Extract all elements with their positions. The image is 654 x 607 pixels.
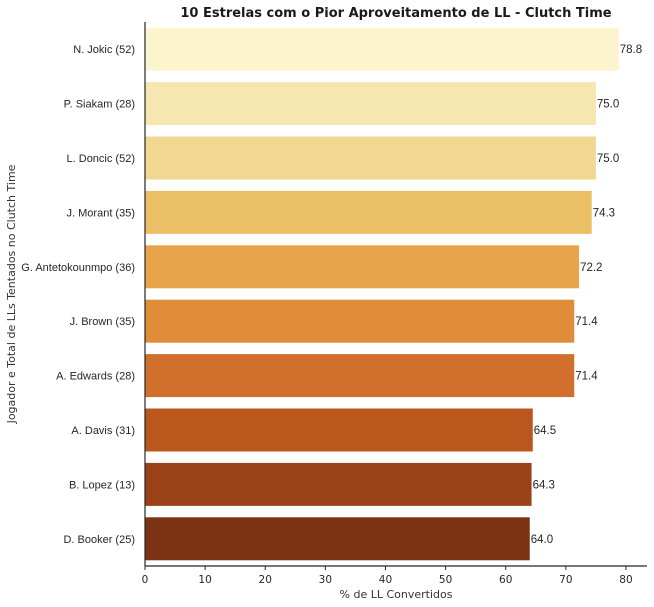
bar-7 (145, 408, 533, 452)
value-label-7: 64.5 (534, 425, 556, 437)
x-tick-label-3: 30 (319, 574, 332, 586)
y-tick-labels-group: N. Jokic (52) P. Siakam (28) L. Doncic (52… (21, 44, 135, 546)
value-label-0: 78.8 (620, 44, 642, 56)
x-tick-label-2: 20 (259, 574, 272, 586)
x-tick-label-1: 10 (198, 574, 211, 586)
x-tick-label-7: 70 (559, 574, 572, 586)
y-tick-label-9: D. Booker (25) (63, 534, 135, 546)
value-label-2: 75.0 (597, 153, 619, 165)
x-tick-label-4: 40 (379, 574, 392, 586)
y-tick-label-2: L. Doncic (52) (67, 153, 135, 165)
y-tick-label-3: J. Morant (35) (67, 207, 135, 219)
x-axis-label: % de LL Convertidos (340, 588, 453, 601)
x-tick-label-6: 60 (499, 574, 512, 586)
bars-group (145, 27, 619, 561)
bar-5 (145, 299, 575, 343)
y-tick-label-8: B. Lopez (13) (69, 479, 135, 491)
value-label-6: 71.4 (575, 371, 598, 383)
value-label-5: 71.4 (575, 316, 598, 328)
bar-3 (145, 190, 592, 234)
value-label-4: 72.2 (580, 262, 602, 274)
value-label-9: 64.0 (531, 534, 553, 546)
x-tick-label-0: 0 (142, 574, 149, 586)
bar-6 (145, 354, 575, 398)
value-label-8: 64.3 (533, 479, 555, 491)
value-label-1: 75.0 (597, 99, 619, 111)
y-axis-label: Jogador e Total de LLs Tentados no Clutc… (5, 164, 18, 424)
y-tick-label-4: G. Antetokounmpo (36) (21, 262, 135, 274)
value-labels-group: 78.8 75.0 75.0 74.3 72.2 71.4 71.4 64.5 64.3 64.0 (531, 44, 642, 546)
bar-9 (145, 517, 530, 561)
x-tick-label-8: 80 (619, 574, 632, 586)
y-tick-label-0: N. Jokic (52) (73, 44, 135, 56)
value-label-3: 74.3 (593, 207, 615, 219)
bar-0 (145, 27, 619, 71)
bar-8 (145, 462, 532, 506)
x-tick-label-5: 50 (439, 574, 452, 586)
y-tick-label-7: A. Davis (31) (71, 425, 135, 437)
y-tick-label-1: P. Siakam (28) (64, 99, 135, 111)
bar-4 (145, 245, 580, 289)
x-ticks-group: 0 10 20 30 40 50 60 70 80 (142, 566, 633, 586)
y-tick-label-5: J. Brown (35) (70, 316, 135, 328)
bar-2 (145, 136, 596, 180)
bar-1 (145, 82, 596, 126)
y-tick-label-6: A. Edwards (28) (56, 371, 135, 383)
chart-title: 10 Estrelas com o Pior Aproveitamento de… (180, 6, 611, 21)
